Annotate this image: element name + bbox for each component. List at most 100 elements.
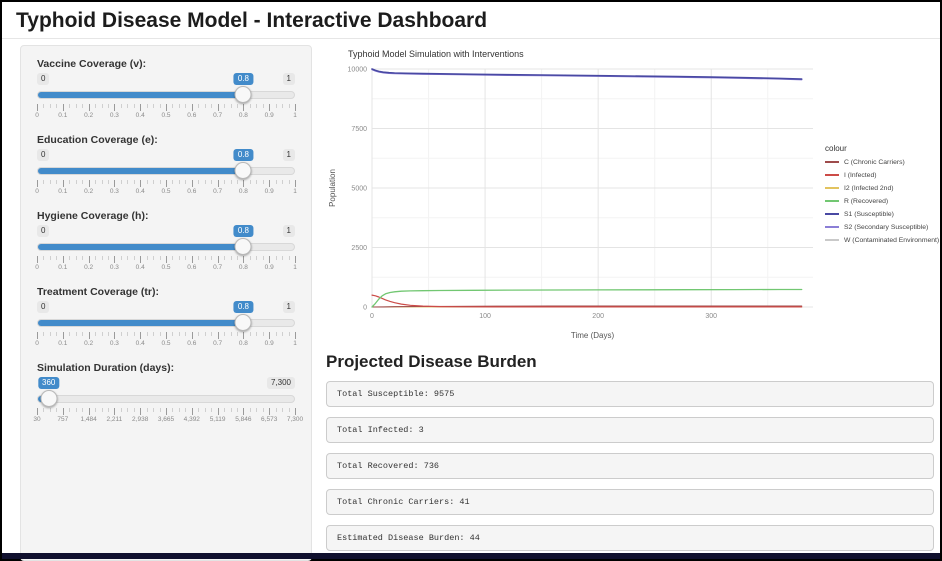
slider-tick-label: 0	[35, 112, 39, 119]
slider-tick	[224, 180, 226, 184]
slider-tick	[159, 332, 161, 336]
slider-tick	[43, 256, 45, 260]
slider-tick-label: 0.7	[213, 188, 223, 195]
slider-track[interactable]	[37, 395, 295, 403]
slider-tick	[236, 104, 238, 108]
slider-track[interactable]	[37, 319, 295, 327]
slider-tick	[107, 408, 109, 412]
slider-tick	[37, 104, 38, 111]
legend-swatch	[825, 239, 839, 241]
slider-tick	[107, 104, 109, 108]
slider-tick	[269, 332, 271, 339]
slider-tick	[49, 104, 51, 108]
slider-tick	[88, 332, 90, 339]
slider-tick	[69, 332, 71, 336]
slider-max-label: 7,300	[266, 377, 295, 389]
slider-tick	[75, 256, 77, 260]
slider-tick	[288, 180, 290, 184]
slider-min-label: 0	[37, 149, 50, 161]
slider-value-badge: 0.8	[233, 149, 253, 161]
slider-control: 0 1 0.8 0 0.1 0.2 0.3 0.4 0.5 0.6 0.7 0.8 0.9 1	[35, 225, 297, 272]
slider-tick	[153, 104, 155, 108]
slider-tick-label: 0	[35, 188, 39, 195]
slider-value-badge: 360	[38, 377, 60, 389]
slider-tick-label: 0.5	[161, 264, 171, 271]
slider-tick-label: 0.6	[187, 188, 197, 195]
svg-text:0: 0	[370, 313, 374, 320]
slider-tick-label: 0.2	[84, 188, 94, 195]
slider-tick	[127, 408, 129, 412]
slider-tick-label: 0.1	[58, 188, 68, 195]
slider-control: 0 1 0.8 0 0.1 0.2 0.3 0.4 0.5 0.6 0.7 0.8 0.9 1	[35, 73, 297, 120]
slider-tick	[275, 104, 277, 108]
slider-tick-label: 0.4	[135, 188, 145, 195]
slider-tick	[166, 408, 167, 415]
slider-tick	[127, 104, 129, 108]
main-content: 0 2500 5000 7500 10000 0 100 200 300 Typhoid Mode…	[312, 45, 939, 561]
slider-tick-label: 0.8	[238, 340, 248, 347]
slider-tick	[43, 408, 45, 412]
slider-tick	[140, 332, 142, 339]
svg-text:5000: 5000	[351, 186, 367, 193]
slider-tick	[295, 332, 296, 339]
slider-tick	[153, 256, 155, 260]
slider-tick	[295, 104, 296, 111]
slider-tick	[224, 332, 226, 336]
slider-tick	[107, 332, 109, 336]
slider-tick	[101, 408, 103, 412]
slider-tick	[191, 180, 193, 187]
slider-tick	[62, 256, 64, 263]
slider-tick	[217, 408, 219, 415]
slider-tick-label: 1	[293, 188, 297, 195]
slider-value-badge: 0.8	[233, 225, 253, 237]
slider-track[interactable]	[37, 91, 295, 99]
slider-tick	[56, 332, 58, 336]
slider-track[interactable]	[37, 167, 295, 175]
slider-handle[interactable]	[234, 238, 252, 255]
slider-tick	[230, 408, 232, 412]
slider-handle[interactable]	[234, 162, 252, 179]
slider-track[interactable]	[37, 243, 295, 251]
slider-tick	[56, 408, 58, 412]
slider-tick	[49, 408, 51, 412]
slider-tick	[198, 104, 200, 108]
slider-label: Hygiene Coverage (h):	[37, 210, 149, 222]
slider-handle[interactable]	[234, 314, 252, 331]
slider-tick	[75, 104, 77, 108]
slider-tick	[43, 332, 45, 336]
slider-tick	[133, 408, 135, 412]
slider-tick-label: 0.3	[109, 112, 119, 119]
slider-tick	[236, 180, 238, 184]
slider-control: 7,300 360 30 757 1,484 2,211 2,938 3,665 4,392…	[33, 377, 303, 424]
legend-item: W (Contaminated Environment)	[825, 237, 939, 244]
slider-tick	[114, 180, 116, 187]
slider-max-label: 1	[282, 149, 295, 161]
slider-tick-label: 0.2	[84, 264, 94, 271]
slider-tick-label: 0.6	[187, 264, 197, 271]
slider-tick	[133, 332, 135, 336]
slider-tick	[62, 408, 64, 415]
slider-tick	[101, 104, 103, 108]
slider-tick	[146, 256, 148, 260]
slider-tick	[62, 332, 64, 339]
slider-tick	[75, 408, 77, 412]
slider-tick-label: 0.9	[264, 340, 274, 347]
output-box: Total Chronic Carriers: 41	[326, 489, 934, 515]
slider-tick	[146, 408, 148, 412]
svg-text:300: 300	[705, 313, 717, 320]
slider-handle[interactable]	[234, 86, 252, 103]
legend-item: I (Infected)	[825, 172, 929, 179]
slider-tick-label: 5,846	[235, 416, 252, 423]
slider-tick-label: 0.4	[135, 112, 145, 119]
slider-tick	[243, 180, 245, 187]
slider-tick	[172, 180, 174, 184]
slider-handle[interactable]	[40, 390, 58, 407]
slider-tick	[101, 180, 103, 184]
slider-tick	[56, 180, 58, 184]
svg-text:100: 100	[479, 313, 491, 320]
slider-tick	[269, 408, 271, 415]
slider-tick	[140, 104, 142, 111]
slider-grid: 0 0.1 0.2 0.3 0.4 0.5 0.6 0.7 0.8 0.9 1	[35, 256, 297, 272]
slider-tick	[198, 332, 200, 336]
burden-heading: Projected Disease Burden	[326, 352, 537, 371]
